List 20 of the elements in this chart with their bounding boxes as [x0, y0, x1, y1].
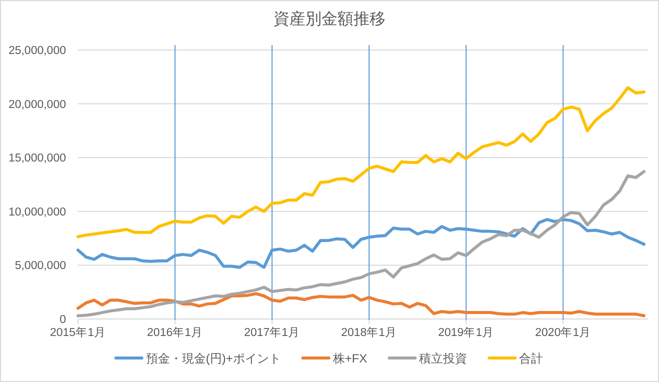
legend-label: 合計 [519, 352, 544, 366]
x-tick-label: 2015年1月 [50, 326, 106, 339]
legend-label: 預金・現金(円)+ポイント [146, 352, 281, 366]
y-tick-label: 15,000,000 [8, 152, 66, 165]
legend-label: 株+FX [332, 352, 368, 366]
x-tick-label: 2016年1月 [147, 326, 204, 339]
x-tick-label: 2020年1月 [535, 326, 592, 339]
y-tick-label: 0 [60, 314, 66, 326]
chart-title: 資産別金額推移 [274, 10, 386, 28]
x-tick-label: 2017年1月 [244, 326, 300, 339]
y-tick-label: 5,000,000 [14, 260, 66, 272]
x-tick-label: 2019年1月 [438, 326, 494, 339]
y-tick-label: 20,000,000 [8, 98, 66, 111]
x-tick-label: 2018年1月 [341, 326, 398, 339]
line-series [76, 86, 646, 238]
y-tick-label: 10,000,000 [8, 206, 66, 218]
line-series [76, 292, 646, 318]
y-tick-label: 25,000,000 [8, 45, 66, 57]
line-series [76, 170, 646, 318]
legend-label: 積立投資 [419, 352, 468, 366]
